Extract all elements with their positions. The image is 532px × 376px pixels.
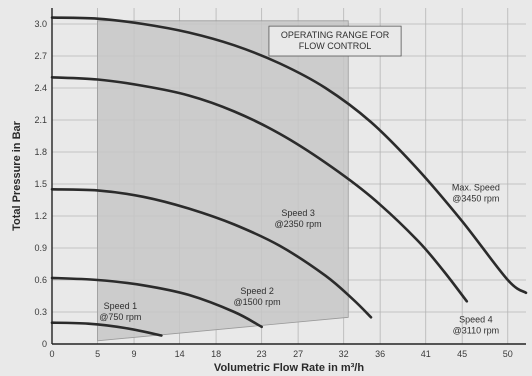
- y-tick-label: 0.3: [34, 307, 47, 317]
- y-tick-label: 2.7: [34, 51, 47, 61]
- curve-4: [50, 321, 163, 337]
- x-tick-label: 45: [457, 349, 467, 359]
- curve-label-3: Speed 2 @1500 rpm: [234, 286, 281, 307]
- y-tick-label: 3.0: [34, 19, 47, 29]
- curve-label-1: Speed 4 @3110 rpm: [453, 315, 500, 336]
- curve-label-4: Speed 1 @750 rpm: [99, 301, 141, 322]
- y-tick-label: 0: [42, 339, 47, 349]
- x-tick-label: 50: [503, 349, 513, 359]
- operating-range-label-text: OPERATING RANGE FOR FLOW CONTROL: [281, 30, 390, 51]
- y-tick-label: 1.2: [34, 211, 47, 221]
- pump-curves: [50, 16, 528, 337]
- y-axis-title: Total Pressure in Bar: [11, 120, 23, 231]
- curve-2: [50, 188, 373, 319]
- y-tick-label: 2.1: [34, 115, 47, 125]
- x-tick-label: 18: [211, 349, 221, 359]
- x-tick-label: 9: [132, 349, 137, 359]
- x-tick-label: 23: [257, 349, 267, 359]
- y-tick-label: 0.6: [34, 275, 47, 285]
- x-tick-label: 5: [95, 349, 100, 359]
- operating-range-label: OPERATING RANGE FOR FLOW CONTROL: [268, 25, 402, 57]
- y-tick-label: 1.5: [34, 179, 47, 189]
- y-tick-labels: 0 0.3 0.6 0.9 1.2 1.5 1.8 2.1 2.4 2.7 3.0: [34, 19, 47, 349]
- y-tick-label: 0.9: [34, 243, 47, 253]
- y-tick-label: 1.8: [34, 147, 47, 157]
- operating-range-label-box: [268, 25, 402, 57]
- operating-range-region: [97, 20, 349, 342]
- x-tick-label: 41: [421, 349, 431, 359]
- x-tick-label: 14: [175, 349, 185, 359]
- curve-3: [50, 276, 263, 329]
- curve-labels: Max. Speed @3450 rpm Speed 4 @3110 rpm Speed…: [99, 182, 500, 335]
- x-axis-title: Volumetric Flow Rate in m³/h: [214, 362, 364, 374]
- x-tick-label: 27: [293, 349, 303, 359]
- x-tick-label: 36: [375, 349, 385, 359]
- x-tick-labels: 0 5 9 14 18 23 27 32 36 41 45 50: [49, 349, 512, 359]
- curve-label-0: Max. Speed @3450 rpm: [452, 182, 500, 203]
- curve-1: [50, 76, 469, 303]
- y-tick-label: 2.4: [34, 83, 47, 93]
- curve-0: [50, 16, 528, 295]
- curve-label-2: Speed 3 @2350 rpm: [275, 208, 322, 229]
- x-tick-label: 32: [339, 349, 349, 359]
- x-tick-label: 0: [49, 349, 54, 359]
- operating-range-area: [97, 20, 349, 342]
- axes: [51, 8, 526, 345]
